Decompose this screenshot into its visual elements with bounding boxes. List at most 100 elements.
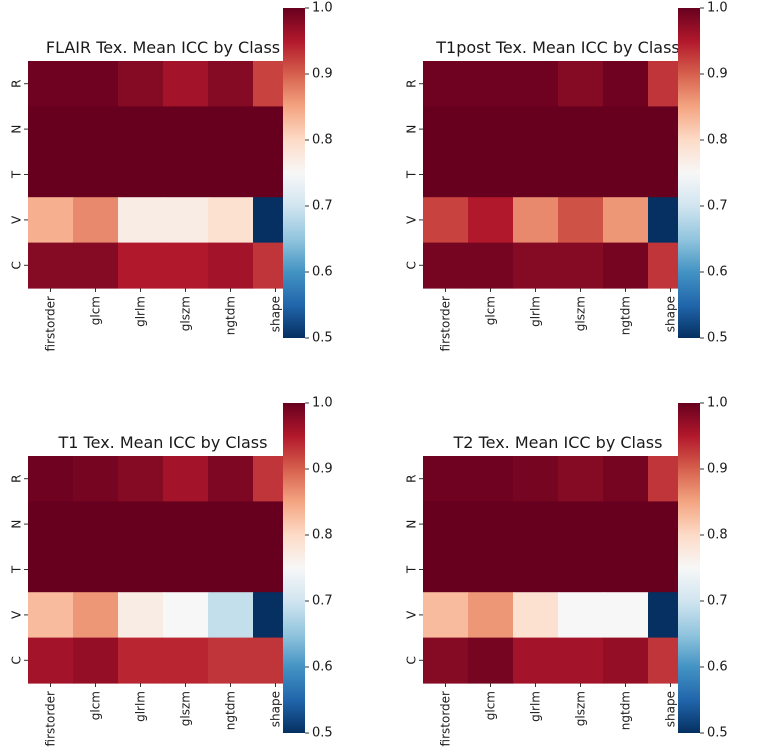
heatmap-cell xyxy=(73,456,119,502)
heatmap-cell xyxy=(118,61,164,107)
heatmap-cell xyxy=(558,501,604,548)
heatmap-cell xyxy=(468,501,514,548)
x-tick-label: glrlm xyxy=(134,691,148,722)
y-tick-label: T xyxy=(405,170,419,179)
heatmap-cell xyxy=(558,106,604,153)
heatmap-cell xyxy=(163,197,209,244)
y-tick-label: V xyxy=(10,215,24,224)
colorbar xyxy=(678,8,700,338)
heatmap-cell xyxy=(603,592,649,639)
heatmap-cell xyxy=(423,501,469,548)
heatmap-panel: FLAIR Tex. Mean ICC by Class R N T V Cfirstor… xyxy=(10,1,333,352)
colorbar-tick-label: 0.6 xyxy=(312,265,333,280)
heatmap-cell xyxy=(118,501,164,548)
heatmap-cell xyxy=(423,456,469,502)
y-tick-label: T xyxy=(405,565,419,574)
x-tick-label: firstorder xyxy=(439,296,453,352)
x-tick-label: ngtdm xyxy=(619,296,633,335)
heatmap-cell xyxy=(603,151,649,198)
x-tick-label: glrlm xyxy=(529,691,543,722)
chart-title: FLAIR Tex. Mean ICC by Class xyxy=(46,38,280,57)
heatmap-cell xyxy=(208,546,254,593)
colorbar-tick-label: 0.8 xyxy=(707,528,728,543)
colorbar-tick-label: 0.7 xyxy=(312,594,333,609)
heatmap-cell xyxy=(468,637,514,684)
y-tick-label: R xyxy=(405,475,419,483)
heatmap-cell xyxy=(73,637,119,684)
heatmap-cell xyxy=(118,242,164,289)
colorbar-tick-label: 0.6 xyxy=(707,265,728,280)
heatmap-cell xyxy=(468,242,514,289)
heatmap-cell xyxy=(468,456,514,502)
colorbar-tick-label: 1.0 xyxy=(312,396,333,411)
x-tick-label: glcm xyxy=(89,296,103,325)
heatmap-cell xyxy=(208,61,254,107)
heatmap-cell xyxy=(423,546,469,593)
heatmap-cell xyxy=(603,501,649,548)
heatmap-cell xyxy=(468,592,514,639)
colorbar-tick-label: 0.8 xyxy=(312,528,333,543)
heatmap-cell xyxy=(118,592,164,639)
colorbar-tick-label: 0.7 xyxy=(707,199,728,214)
heatmap-cell xyxy=(28,106,74,153)
heatmap-cell xyxy=(513,546,559,593)
heatmap-cell xyxy=(513,592,559,639)
y-tick-label: V xyxy=(405,215,419,224)
heatmap-cell xyxy=(513,197,559,244)
colorbar-tick-label: 0.6 xyxy=(707,660,728,675)
heatmap-cell xyxy=(423,61,469,107)
heatmap-cell xyxy=(208,637,254,684)
colorbar-tick-label: 1.0 xyxy=(707,1,728,16)
heatmap-cell xyxy=(28,197,74,244)
colorbar xyxy=(678,403,700,733)
heatmap-cell xyxy=(558,242,604,289)
heatmap-cell xyxy=(73,197,119,244)
heatmap-cell xyxy=(163,151,209,198)
heatmap-cell xyxy=(423,151,469,198)
x-tick-label: firstorder xyxy=(44,296,58,352)
heatmap-cell xyxy=(468,106,514,153)
colorbar-tick-label: 0.6 xyxy=(312,660,333,675)
x-tick-label: glcm xyxy=(89,691,103,720)
heatmap-cell xyxy=(603,456,649,502)
heatmap-cell xyxy=(28,637,74,684)
heatmap-cell xyxy=(558,592,604,639)
heatmap-cell xyxy=(423,242,469,289)
colorbar-tick-label: 0.5 xyxy=(707,726,728,741)
heatmap-cell xyxy=(208,242,254,289)
heatmap-cell xyxy=(513,61,559,107)
y-tick-label: C xyxy=(405,261,419,269)
colorbar-tick-label: 0.5 xyxy=(707,331,728,346)
colorbar-tick-label: 0.9 xyxy=(312,462,333,477)
heatmap-cell xyxy=(73,61,119,107)
heatmap-cell xyxy=(163,637,209,684)
colorbar xyxy=(283,8,305,338)
y-tick-label: R xyxy=(405,80,419,88)
heatmap-cell xyxy=(28,546,74,593)
heatmap-cell xyxy=(468,546,514,593)
heatmap-panel: T1 Tex. Mean ICC by Class R N T V Cfirstorder… xyxy=(10,396,333,747)
x-tick-label: shape xyxy=(664,296,678,332)
heatmap-cell xyxy=(28,456,74,502)
y-tick-label: V xyxy=(405,610,419,619)
heatmap-cell xyxy=(118,637,164,684)
heatmap-cell xyxy=(208,151,254,198)
y-tick-label: T xyxy=(10,170,24,179)
heatmap-cell xyxy=(28,151,74,198)
heatmap-cell xyxy=(513,501,559,548)
x-tick-label: shape xyxy=(269,691,283,727)
y-tick-label: N xyxy=(405,125,419,134)
heatmap-cell xyxy=(558,151,604,198)
colorbar-tick-label: 0.8 xyxy=(312,133,333,148)
heatmap-cell xyxy=(603,242,649,289)
heatmap-cell xyxy=(28,61,74,107)
x-tick-label: glrlm xyxy=(134,296,148,327)
x-tick-label: glszm xyxy=(574,296,588,331)
colorbar-tick-label: 0.8 xyxy=(707,133,728,148)
chart-title: T1post Tex. Mean ICC by Class xyxy=(435,38,679,57)
heatmap-cell xyxy=(28,242,74,289)
colorbar-tick-label: 0.9 xyxy=(707,67,728,82)
y-tick-label: C xyxy=(10,261,24,269)
heatmap-cell xyxy=(163,106,209,153)
